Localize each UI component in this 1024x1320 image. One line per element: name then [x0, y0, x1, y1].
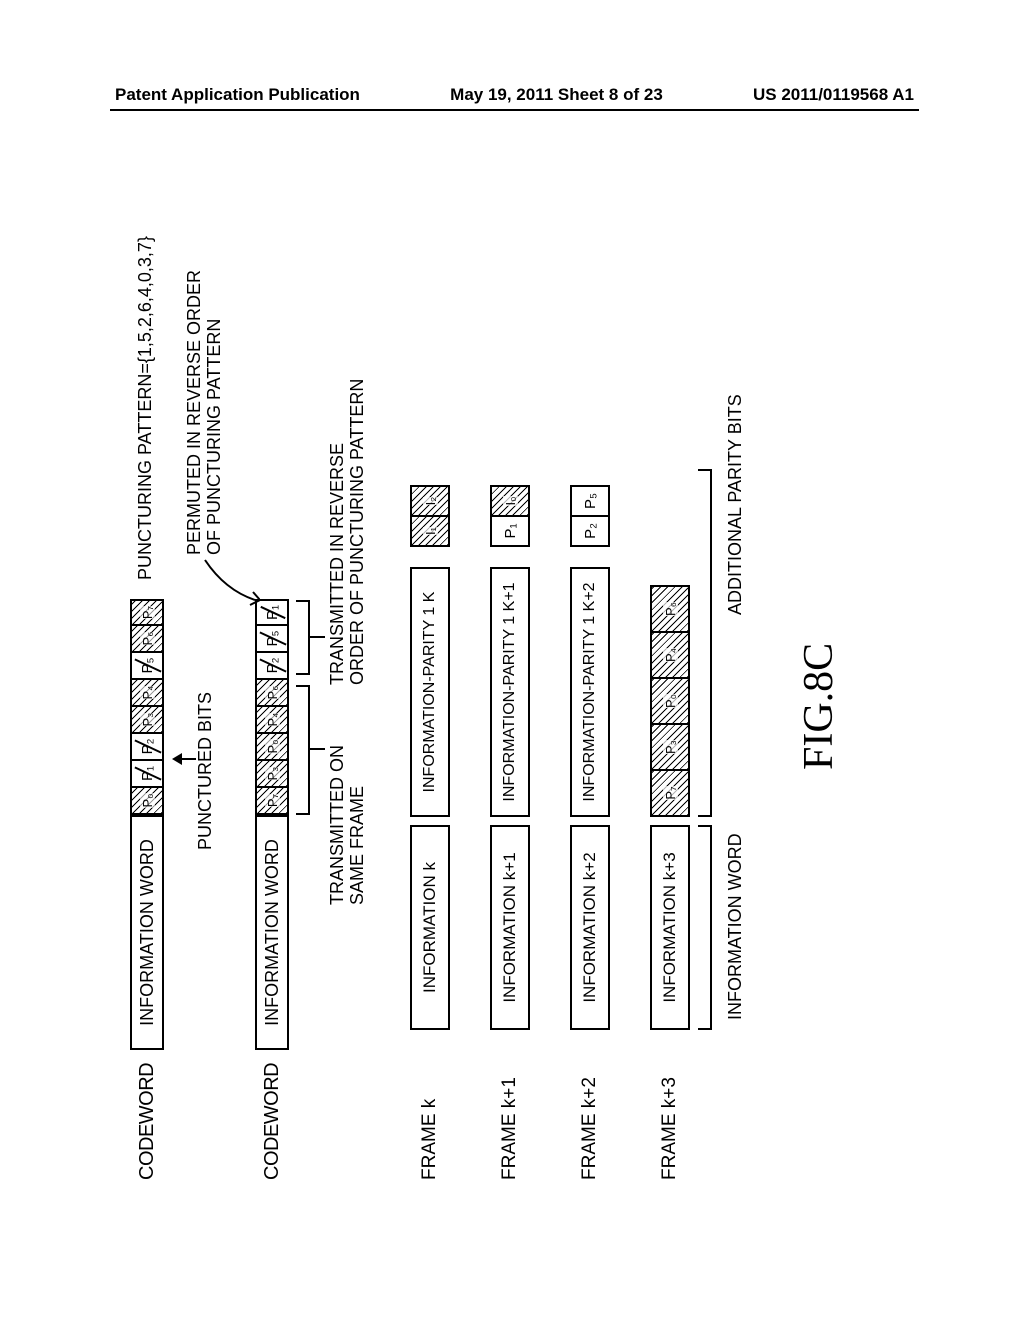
frame-row-k1: FRAME k+1 INFORMATION k+1 INFORMATION-PA…	[490, 485, 530, 1180]
parity-cell: P₄	[650, 631, 690, 679]
punctured-bits-label: PUNCTURED BITS	[195, 692, 216, 850]
bottom-bracket-2	[698, 469, 712, 817]
parity-cell: P₄	[130, 680, 164, 707]
parity-cell: P₁	[255, 599, 289, 626]
arrow	[310, 636, 325, 638]
transmitted-same-label: TRANSMITTED ON SAME FRAME	[328, 745, 368, 905]
bottom-bracket-1	[698, 825, 712, 1030]
parity-cell: P₃	[650, 723, 690, 771]
arrow	[310, 748, 325, 750]
frame-parity-box: INFORMATION-PARITY 1 K+2	[570, 567, 610, 817]
frame-label: FRAME k	[419, 1030, 441, 1180]
frame-parity-box: INFORMATION-PARITY 1 K+1	[490, 567, 530, 817]
frame-row-k3: FRAME k+3 INFORMATION k+3 P₇ P₃ P₀ P₄ P₆	[650, 585, 690, 1180]
parity-cell: P₆	[130, 626, 164, 653]
arrowhead-up	[172, 753, 182, 765]
codeword-label-2: CODEWORD	[261, 1050, 284, 1180]
frame-info-box: INFORMATION k+3	[650, 825, 690, 1030]
frame-row-k2: FRAME k+2 INFORMATION k+2 INFORMATION-PA…	[570, 485, 610, 1180]
figure-label: FIG.8C	[795, 643, 843, 770]
header-center: May 19, 2011 Sheet 8 of 23	[450, 85, 663, 105]
parity-cell: P₅	[255, 626, 289, 653]
frame-info-box: INFORMATION k+1	[490, 825, 530, 1030]
parity-cells-2: P₇ P₃ P₀ P₄ P₆ P₂ P₅ P₁	[255, 599, 289, 815]
transmitted-reverse-label: TRANSMITTED IN REVERSE ORDER OF PUNCTURI…	[328, 379, 368, 685]
parity-cell: P₃	[130, 707, 164, 734]
parity-cell: P₁	[130, 761, 164, 788]
bracket-2	[296, 600, 310, 675]
bracket-1	[296, 685, 310, 815]
header-left: Patent Application Publication	[115, 85, 360, 105]
additional-parity-label: ADDITIONAL PARITY BITS	[725, 394, 746, 615]
frame-label: FRAME k+3	[659, 1030, 681, 1180]
parity-cell: P₂	[130, 734, 164, 761]
puncturing-pattern-label: PUNCTURING PATTERN={1,5,2,6,4,0,3,7}	[135, 236, 156, 580]
info-word-box-2: INFORMATION WORD	[255, 815, 289, 1050]
parity-cell: P₆	[255, 680, 289, 707]
curve-arrow-svg	[160, 550, 260, 610]
parity-cell: P₆	[650, 585, 690, 633]
frame-parity-box: INFORMATION-PARITY 1 K	[410, 567, 450, 817]
extra-cell: I₁	[410, 515, 450, 547]
permuted-reverse-label: PERMUTED IN REVERSE ORDER OF PUNCTURING …	[185, 270, 225, 555]
figure-area: CODEWORD INFORMATION WORD P₀ P₁ P₂ P₃ P₄…	[0, 275, 1024, 1095]
frame-label: FRAME k+2	[579, 1030, 601, 1180]
header-right: US 2011/0119568 A1	[753, 85, 914, 105]
parity-cell: P₅	[130, 653, 164, 680]
figure-content: CODEWORD INFORMATION WORD P₀ P₁ P₂ P₃ P₄…	[100, 150, 920, 1220]
parity-cell: P₇	[130, 599, 164, 626]
codeword-row-2: CODEWORD INFORMATION WORD P₇ P₃ P₀ P₄ P₆…	[255, 599, 289, 1180]
info-word-box-1: INFORMATION WORD	[130, 815, 164, 1050]
page-header: Patent Application Publication May 19, 2…	[0, 85, 1024, 105]
frame-info-box: INFORMATION k+2	[570, 825, 610, 1030]
extra-cell: P₁	[490, 515, 530, 547]
extra-cell: P₅	[570, 485, 610, 517]
frame-info-box: INFORMATION k	[410, 825, 450, 1030]
frame-k3-parity: P₇ P₃ P₀ P₄ P₆	[650, 585, 690, 817]
extra-cell: P₂	[570, 515, 610, 547]
extra-cell: I₂	[410, 485, 450, 517]
extra-cell: I₀	[490, 485, 530, 517]
parity-cell: P₇	[650, 769, 690, 817]
codeword-row-1: CODEWORD INFORMATION WORD P₀ P₁ P₂ P₃ P₄…	[130, 599, 164, 1180]
parity-cell: P₂	[255, 653, 289, 680]
parity-cells-1: P₀ P₁ P₂ P₃ P₄ P₅ P₆ P₇	[130, 599, 164, 815]
parity-cell: P₃	[255, 761, 289, 788]
parity-cell: P₀	[255, 734, 289, 761]
parity-cell: P₀	[130, 788, 164, 815]
parity-cell: P₀	[650, 677, 690, 725]
frame-label: FRAME k+1	[499, 1030, 521, 1180]
codeword-label-1: CODEWORD	[136, 1050, 159, 1180]
parity-cell: P₄	[255, 707, 289, 734]
frame-row-k: FRAME k INFORMATION k INFORMATION-PARITY…	[410, 485, 450, 1180]
bottom-info-label: INFORMATION WORD	[725, 833, 746, 1020]
parity-cell: P₇	[255, 788, 289, 815]
